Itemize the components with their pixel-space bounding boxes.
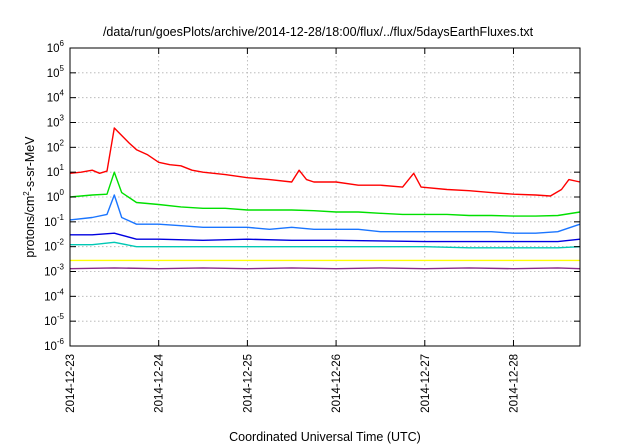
y-tick-label-base: 10 bbox=[47, 93, 60, 105]
y-tick-label-base: 10 bbox=[44, 316, 57, 328]
x-axis-label: Coordinated Universal Time (UTC) bbox=[229, 430, 421, 444]
y-tick-label-base: 10 bbox=[44, 341, 57, 353]
series-line-7 bbox=[69, 267, 581, 270]
x-tick-label: 2014-12-25 bbox=[242, 354, 254, 413]
grid bbox=[70, 48, 580, 346]
y-tick-label-base: 10 bbox=[47, 118, 60, 130]
y-tick-label-exp: -4 bbox=[57, 287, 65, 296]
x-tick-label: 2014-12-27 bbox=[420, 354, 432, 413]
y-tick-label: 10-2 bbox=[44, 238, 64, 254]
x-axis: 2014-12-23 2014-12-24 2014-12-25 2014-12-26… bbox=[65, 48, 520, 413]
y-tick-label-exp: 0 bbox=[60, 188, 65, 197]
y-tick-label-base: 10 bbox=[44, 242, 57, 254]
chart-title: /data/run/goesPlots/archive/2014-12-28/1… bbox=[103, 25, 534, 39]
y-tick-label: 100 bbox=[47, 188, 65, 204]
y-tick-label: 10-1 bbox=[44, 213, 64, 229]
y-tick-label-exp: -2 bbox=[57, 238, 65, 247]
y-tick-label-exp: -1 bbox=[57, 213, 65, 222]
y-tick-label: 103 bbox=[47, 114, 65, 130]
y-tick-label: 104 bbox=[47, 89, 65, 105]
x-tick-label: 2014-12-26 bbox=[331, 354, 343, 413]
y-tick-label-exp: -5 bbox=[57, 312, 65, 321]
y-tick-label-base: 10 bbox=[47, 142, 60, 154]
y-tick-label: 106 bbox=[47, 39, 65, 55]
series-group bbox=[69, 127, 581, 270]
series-line-1 bbox=[69, 127, 581, 197]
y-tick-label-base: 10 bbox=[47, 192, 60, 204]
series-line-4 bbox=[70, 232, 581, 243]
y-tick-label: 102 bbox=[47, 138, 65, 154]
y-tick-label-base: 10 bbox=[47, 68, 60, 80]
x-tick-label: 2014-12-24 bbox=[154, 353, 166, 412]
x-tick-label: 2014-12-28 bbox=[508, 354, 520, 413]
y-tick-label: 105 bbox=[47, 64, 65, 80]
series-line-3 bbox=[69, 194, 581, 234]
y-tick-label-base: 10 bbox=[44, 291, 57, 303]
y-tick-label-exp: -6 bbox=[57, 337, 65, 346]
y-tick-label-exp: 2 bbox=[60, 138, 65, 147]
series-line-2 bbox=[69, 171, 581, 217]
y-axis-label-base: protons/cm bbox=[23, 196, 37, 258]
y-axis: 10610510410310210110010-110-210-310-410-… bbox=[44, 39, 580, 353]
y-axis-label-exp: 2 bbox=[22, 191, 31, 196]
y-tick-label: 101 bbox=[47, 163, 65, 179]
y-tick-label: 10-6 bbox=[44, 337, 64, 353]
y-tick-label-exp: 3 bbox=[60, 114, 65, 123]
y-tick-label-base: 10 bbox=[44, 267, 57, 279]
y-tick-label-exp: 4 bbox=[60, 89, 65, 98]
y-axis-label-rest: -s-sr-MeV bbox=[23, 136, 37, 192]
y-tick-label-exp: 5 bbox=[60, 64, 65, 73]
y-axis-label: protons/cm2-s-sr-MeV bbox=[22, 136, 37, 258]
y-tick-label-base: 10 bbox=[44, 217, 57, 229]
y-tick-label-exp: 6 bbox=[60, 39, 65, 48]
y-tick-label-exp: -3 bbox=[57, 263, 65, 272]
x-tick-label: 2014-12-23 bbox=[65, 354, 77, 413]
y-tick-label-exp: 1 bbox=[60, 163, 65, 172]
y-tick-label: 10-4 bbox=[44, 287, 64, 303]
y-tick-label-base: 10 bbox=[47, 167, 60, 179]
y-tick-label-base: 10 bbox=[47, 43, 60, 55]
y-tick-label: 10-5 bbox=[44, 312, 64, 328]
series-line-5 bbox=[70, 241, 581, 249]
y-tick-label: 10-3 bbox=[44, 263, 64, 279]
